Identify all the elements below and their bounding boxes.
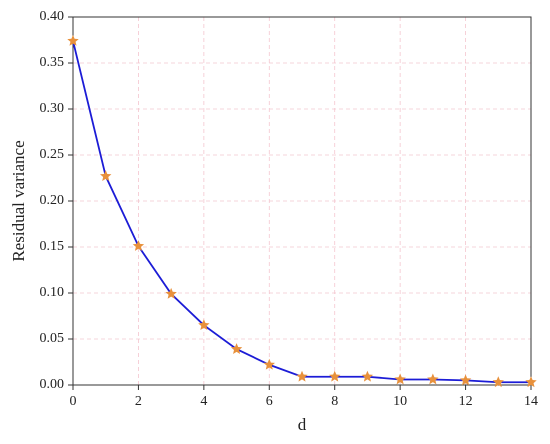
x-tick-label: 0 <box>70 394 77 409</box>
marker <box>67 34 79 46</box>
y-tick-label: 0.25 <box>40 147 65 162</box>
marker <box>132 240 145 251</box>
marker <box>165 287 177 299</box>
marker <box>394 373 406 385</box>
marker <box>525 376 537 388</box>
y-tick-label: 0.05 <box>40 331 65 346</box>
y-tick-label: 0.00 <box>40 377 65 392</box>
y-tick-label: 0.15 <box>40 239 65 254</box>
y-tick-label: 0.40 <box>40 9 65 24</box>
y-tick-label: 0.20 <box>40 193 65 208</box>
y-axis-label: Residual variance <box>9 140 28 261</box>
x-axis-label: d <box>298 415 307 434</box>
y-tick-label: 0.10 <box>40 285 65 300</box>
line <box>72 40 531 384</box>
x-tick-label: 2 <box>135 394 142 409</box>
x-tick-label: 10 <box>393 394 407 409</box>
marker <box>263 358 275 370</box>
x-tick-label: 8 <box>331 394 338 409</box>
marker <box>100 170 112 182</box>
marker <box>329 370 341 382</box>
marker <box>427 373 439 385</box>
y-tick-label: 0.35 <box>40 55 65 70</box>
x-tick-label: 6 <box>266 394 273 409</box>
marker <box>361 370 374 382</box>
y-tick-label: 0.30 <box>40 101 65 116</box>
marker <box>230 343 243 354</box>
marker <box>492 376 504 388</box>
x-tick-label: 12 <box>459 394 473 409</box>
x-tick-label: 14 <box>524 394 538 409</box>
marker <box>296 370 308 382</box>
marker <box>459 374 472 386</box>
marker <box>198 319 210 331</box>
x-tick-label: 4 <box>200 394 207 409</box>
plot-frame <box>72 16 532 386</box>
